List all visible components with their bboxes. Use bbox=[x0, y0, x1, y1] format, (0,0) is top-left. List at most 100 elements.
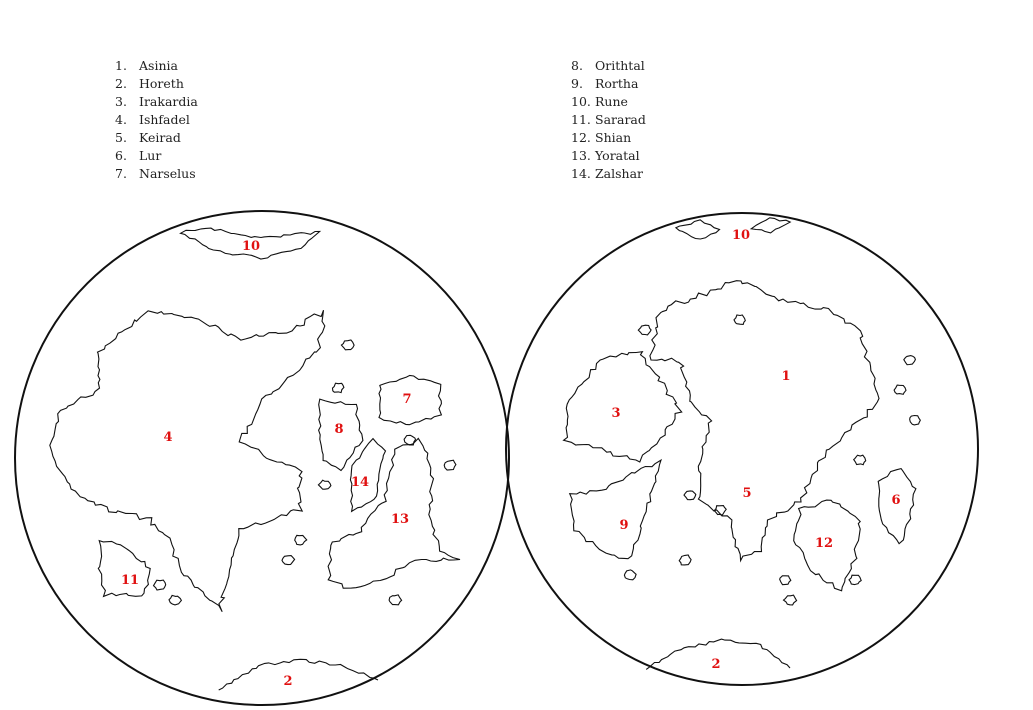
eastern-hemisphere: 10 1 3 5 6 9 12 2 bbox=[505, 212, 979, 686]
island bbox=[637, 324, 652, 336]
legend-number: 11. bbox=[571, 112, 591, 127]
legend-item: 14. Zalshar bbox=[571, 165, 646, 183]
legend-name: Asinia bbox=[139, 58, 178, 73]
legend-item: 12. Shian bbox=[571, 129, 646, 147]
legend-item: 6. Lur bbox=[115, 147, 198, 165]
landmass-rune bbox=[179, 227, 322, 260]
legend-column-left: 1. Asinia 2. Horeth 3. Irakardia 4. Ishfadel 5. K… bbox=[115, 57, 198, 183]
legend-item: 1. Asinia bbox=[115, 57, 198, 75]
legend-item: 3. Irakardia bbox=[115, 93, 198, 111]
label-region-5: 5 bbox=[742, 486, 751, 501]
island bbox=[443, 459, 457, 471]
landmass-sararad bbox=[97, 539, 151, 598]
island bbox=[733, 314, 746, 325]
island bbox=[903, 355, 917, 366]
legend-name: Irakardia bbox=[139, 94, 198, 109]
island bbox=[909, 414, 921, 426]
legend-name: Orithtal bbox=[595, 58, 645, 73]
label-region-3: 3 bbox=[611, 406, 620, 421]
legend-number: 7. bbox=[115, 166, 127, 181]
legend-number: 4. bbox=[115, 112, 127, 127]
label-region-2: 2 bbox=[283, 674, 292, 689]
island bbox=[281, 555, 296, 566]
legend-number: 13. bbox=[571, 148, 591, 163]
island bbox=[317, 479, 332, 490]
label-region-10: 10 bbox=[732, 228, 750, 243]
legend-name: Rune bbox=[595, 94, 628, 109]
landmass-rune bbox=[674, 219, 721, 240]
legend-name: Yoratal bbox=[595, 148, 640, 163]
landmass-horeth bbox=[645, 638, 791, 670]
island bbox=[848, 574, 862, 586]
legend-item: 2. Horeth bbox=[115, 75, 198, 93]
label-region-13: 13 bbox=[391, 512, 409, 527]
label-region-10: 10 bbox=[242, 239, 260, 254]
landmass-zalshar bbox=[349, 437, 387, 513]
legend-item: 11. Sararad bbox=[571, 111, 646, 129]
label-region-4: 4 bbox=[163, 430, 172, 445]
island bbox=[782, 594, 798, 606]
label-region-6: 6 bbox=[891, 493, 900, 508]
landmass-horeth bbox=[218, 658, 379, 691]
legend-item: 10. Rune bbox=[571, 93, 646, 111]
island bbox=[678, 554, 692, 566]
landmass-asinia bbox=[649, 280, 880, 563]
island bbox=[331, 382, 345, 394]
island bbox=[713, 505, 727, 516]
legend-item: 13. Yoratal bbox=[571, 147, 646, 165]
legend-number: 1. bbox=[115, 58, 127, 73]
legend-item: 7. Narselus bbox=[115, 165, 198, 183]
legend-name: Keirad bbox=[139, 130, 181, 145]
landmass-orithtal bbox=[318, 398, 364, 472]
legend-name: Sararad bbox=[595, 112, 646, 127]
island bbox=[294, 534, 308, 546]
landmass-irakardia bbox=[562, 351, 683, 463]
island bbox=[403, 434, 417, 446]
island bbox=[852, 454, 867, 466]
legend-item: 8. Orithtal bbox=[571, 57, 646, 75]
island bbox=[623, 569, 637, 581]
hemisphere-outline-right bbox=[505, 212, 979, 686]
label-region-2: 2 bbox=[711, 657, 720, 672]
legend-item: 4. Ishfadel bbox=[115, 111, 198, 129]
legend-number: 8. bbox=[571, 58, 583, 73]
island bbox=[168, 594, 183, 606]
landmass-narselus bbox=[378, 374, 443, 426]
label-region-7: 7 bbox=[402, 392, 411, 407]
island bbox=[340, 339, 355, 351]
legend-number: 6. bbox=[115, 148, 127, 163]
legend-number: 10. bbox=[571, 94, 591, 109]
legend-name: Zalshar bbox=[595, 166, 644, 181]
legend-number: 3. bbox=[115, 94, 127, 109]
legend-column-right: 8. Orithtal 9. Rortha 10. Rune 11. Sararad 12. Sh… bbox=[571, 57, 646, 183]
island bbox=[152, 579, 167, 591]
western-hemisphere: 10 4 8 7 14 13 11 2 bbox=[14, 210, 510, 706]
island bbox=[893, 384, 907, 395]
legend-number: 14. bbox=[571, 166, 591, 181]
legend-number: 5. bbox=[115, 130, 127, 145]
legend-name: Narselus bbox=[139, 166, 196, 181]
island bbox=[779, 575, 792, 586]
label-region-12: 12 bbox=[815, 536, 833, 551]
landmass-ishfadel bbox=[49, 310, 326, 613]
legend-number: 12. bbox=[571, 130, 591, 145]
landmass-lur bbox=[877, 467, 917, 545]
legend-number: 9. bbox=[571, 76, 583, 91]
landmass-shian bbox=[793, 499, 861, 592]
label-region-11: 11 bbox=[121, 573, 139, 588]
legend-name: Rortha bbox=[595, 76, 639, 91]
island bbox=[388, 594, 403, 606]
legend-number: 2. bbox=[115, 76, 127, 91]
label-region-9: 9 bbox=[619, 518, 628, 533]
landmass-yoratal bbox=[327, 437, 461, 589]
legend-item: 5. Keirad bbox=[115, 129, 198, 147]
legend-item: 9. Rortha bbox=[571, 75, 646, 93]
legend-name: Horeth bbox=[139, 76, 184, 91]
label-region-1: 1 bbox=[781, 369, 790, 384]
legend-name: Lur bbox=[139, 148, 162, 163]
label-region-14: 14 bbox=[351, 475, 369, 490]
label-region-8: 8 bbox=[334, 422, 343, 437]
hemisphere-outline-left bbox=[14, 210, 510, 706]
landmass-rune bbox=[749, 217, 792, 234]
